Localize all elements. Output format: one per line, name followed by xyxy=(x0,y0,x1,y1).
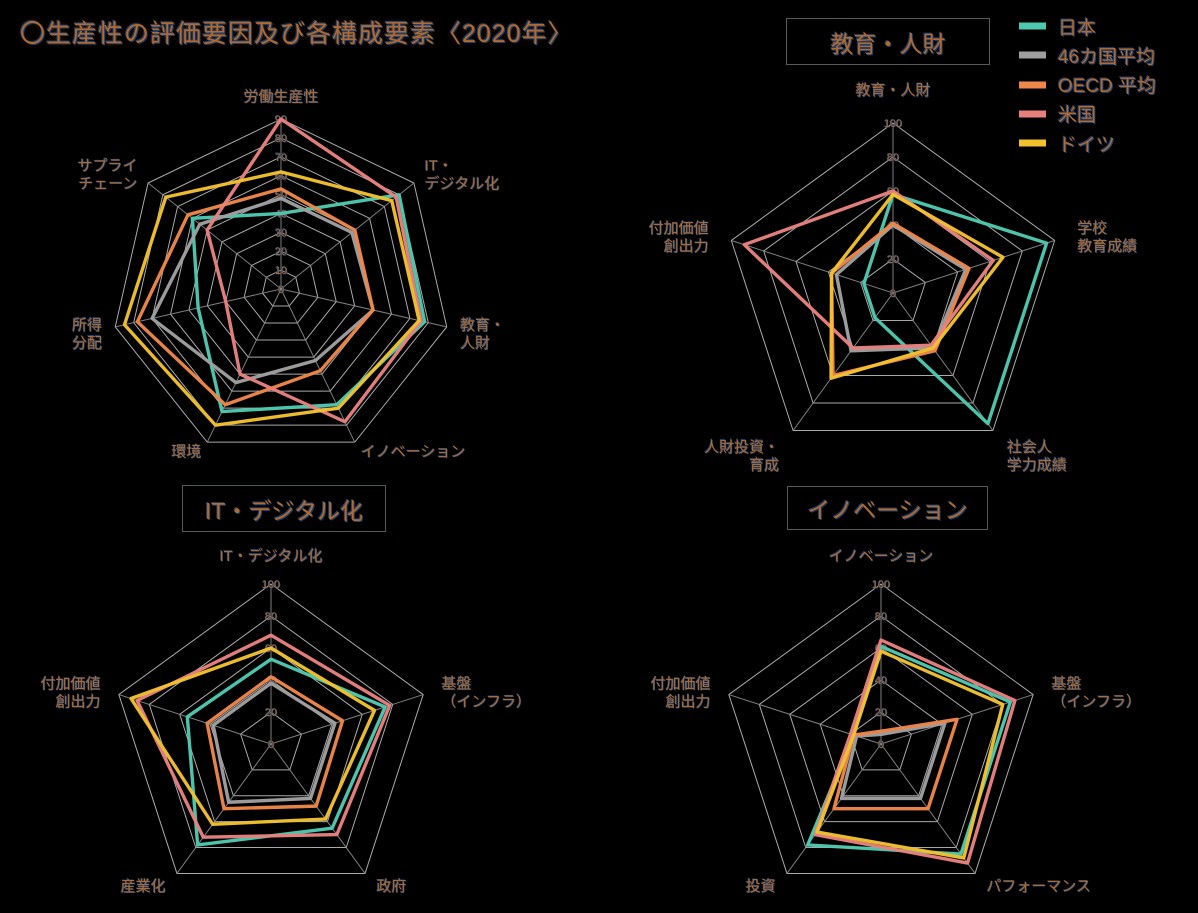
svg-text:付加価値: 付加価値 xyxy=(649,220,709,237)
svg-text:創出力: 創出力 xyxy=(56,694,101,711)
svg-text:教育・: 教育・ xyxy=(460,317,505,334)
svg-text:教育成績: 教育成績 xyxy=(1077,238,1137,255)
svg-text:100: 100 xyxy=(884,118,902,130)
svg-text:デジタル化: デジタル化 xyxy=(425,175,500,193)
svg-text:サプライ: サプライ xyxy=(77,158,137,175)
svg-text:学校: 学校 xyxy=(1077,220,1107,237)
svg-text:産業化: 産業化 xyxy=(121,878,166,895)
svg-text:創出力: 創出力 xyxy=(666,694,711,711)
svg-text:70: 70 xyxy=(275,152,287,164)
svg-text:育成: 育成 xyxy=(749,457,779,474)
svg-text:100: 100 xyxy=(262,579,280,591)
svg-text:100: 100 xyxy=(872,579,890,591)
svg-text:80: 80 xyxy=(275,133,287,145)
svg-text:20: 20 xyxy=(875,707,887,719)
svg-text:学力成績: 学力成績 xyxy=(1007,457,1067,474)
svg-text:20: 20 xyxy=(887,254,899,266)
svg-text:環境: 環境 xyxy=(171,442,201,460)
svg-text:付加価値: 付加価値 xyxy=(651,676,711,693)
svg-text:人財投資・: 人財投資・ xyxy=(704,439,779,456)
svg-text:基盤: 基盤 xyxy=(1051,676,1081,693)
svg-text:投資: 投資 xyxy=(746,878,776,895)
svg-text:（インフラ）: （インフラ） xyxy=(441,694,531,711)
svg-text:80: 80 xyxy=(875,611,887,623)
svg-text:80: 80 xyxy=(887,152,899,164)
svg-text:教育・人財: 教育・人財 xyxy=(855,82,930,99)
svg-text:政府: 政府 xyxy=(376,878,406,895)
svg-text:基盤: 基盤 xyxy=(441,676,471,693)
svg-text:パフォーマンス: パフォーマンス xyxy=(986,878,1091,895)
svg-text:チェーン: チェーン xyxy=(78,176,137,193)
svg-text:労働生産性: 労働生産性 xyxy=(243,88,318,105)
svg-text:所得: 所得 xyxy=(72,317,102,334)
svg-text:イノベーション: イノベーション xyxy=(829,548,934,565)
svg-text:10: 10 xyxy=(275,265,287,277)
svg-text:80: 80 xyxy=(265,611,277,623)
svg-text:イノベーション: イノベーション xyxy=(361,443,466,460)
svg-text:20: 20 xyxy=(275,246,287,258)
svg-text:0: 0 xyxy=(278,284,284,296)
svg-text:20: 20 xyxy=(265,707,277,719)
svg-text:分配: 分配 xyxy=(72,335,102,352)
svg-text:40: 40 xyxy=(875,675,887,687)
svg-text:人財: 人財 xyxy=(460,335,490,352)
svg-text:IT・: IT・ xyxy=(425,158,453,175)
svg-text:30: 30 xyxy=(275,227,287,239)
svg-text:IT・デジタル化: IT・デジタル化 xyxy=(219,547,322,565)
svg-text:0: 0 xyxy=(878,739,884,751)
svg-text:0: 0 xyxy=(890,288,896,300)
svg-text:創出力: 創出力 xyxy=(664,238,709,255)
svg-text:付加価値: 付加価値 xyxy=(41,676,101,693)
svg-text:社会人: 社会人 xyxy=(1007,439,1052,456)
svg-text:0: 0 xyxy=(268,739,274,751)
svg-text:（インフラ）: （インフラ） xyxy=(1051,694,1141,711)
